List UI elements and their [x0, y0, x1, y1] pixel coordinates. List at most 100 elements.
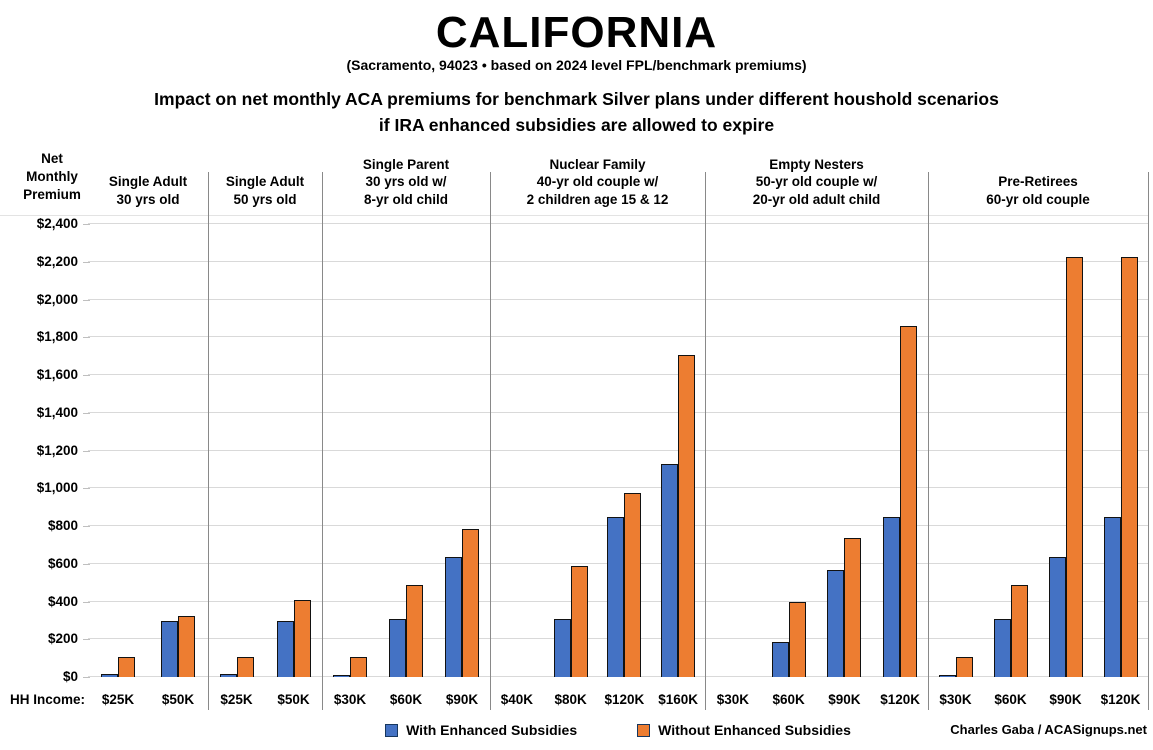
income-tick-label: $80K — [554, 692, 587, 707]
income-tick-label: $30K — [716, 692, 750, 707]
bar-group — [705, 217, 928, 677]
y-axis-title: Net Monthly Premium — [23, 151, 81, 202]
bar-without-enhanced-subsidies — [624, 492, 642, 677]
income-tick-label: $90K — [445, 692, 479, 707]
group-header: Single Adult 30 yrs old — [108, 174, 188, 207]
bar-with-enhanced-subsidies — [607, 516, 625, 677]
bar-group — [928, 217, 1148, 677]
bar-group — [88, 217, 208, 677]
y-axis-tick-mark — [83, 639, 90, 641]
income-tick-label: $25K — [101, 692, 135, 707]
legend-label: With Enhanced Subsidies — [406, 722, 578, 738]
bar-without-enhanced-subsidies — [678, 355, 696, 677]
credit: Charles Gaba / ACASignups.net — [950, 722, 1147, 737]
bar-group — [490, 217, 705, 677]
income-tick-label: $90K — [1049, 692, 1082, 707]
bar-without-enhanced-subsidies — [900, 325, 918, 677]
y-axis-tick-label: $400 — [47, 593, 78, 609]
y-axis-tick-mark — [83, 601, 90, 603]
income-tick-label: $60K — [389, 692, 423, 707]
gridline — [88, 374, 1148, 375]
chart-subtitle: Impact on net monthly ACA premiums for b… — [0, 86, 1153, 138]
income-slot — [265, 217, 322, 677]
gridline — [88, 223, 1148, 224]
income-tick-label: $120K — [1100, 692, 1141, 707]
bar-without-enhanced-subsidies — [462, 528, 479, 677]
income-slot — [598, 217, 652, 677]
chart-title: CALIFORNIA — [435, 8, 718, 57]
bar-without-enhanced-subsidies — [1065, 257, 1083, 677]
income-tick-label: $50K — [161, 692, 195, 707]
y-axis-tick-label: $2,400 — [36, 216, 78, 231]
bar-without-enhanced-subsidies — [118, 657, 135, 677]
gridline — [88, 487, 1148, 489]
group-separator — [928, 172, 929, 710]
y-axis-tick-mark — [83, 677, 90, 678]
subtitle-line-2: if IRA enhanced subsidies are allowed to… — [378, 115, 775, 135]
y-axis-tick-label: $800 — [47, 518, 78, 533]
bar-without-enhanced-subsidies — [350, 657, 367, 677]
bar-with-enhanced-subsidies — [938, 675, 956, 677]
y-axis-tick-mark — [83, 488, 90, 490]
bar-without-enhanced-subsidies — [955, 657, 973, 677]
hh-income-label: HH Income: — [9, 692, 85, 707]
group-separator — [705, 172, 706, 710]
income-slot — [1038, 217, 1093, 677]
bar-with-enhanced-subsidies — [553, 618, 571, 677]
y-axis-tick-label: $2,000 — [36, 291, 78, 307]
income-slot — [872, 217, 928, 677]
bar-with-enhanced-subsidies — [883, 516, 901, 677]
income-slot — [705, 217, 761, 677]
income-slot — [544, 217, 598, 677]
income-tick-label: $30K — [333, 692, 367, 707]
gridline — [88, 336, 1148, 338]
y-axis-tick-mark — [83, 261, 90, 263]
group-header: Pre-Retirees 60-yr old couple — [986, 174, 1090, 207]
y-axis-tick-label: $1,200 — [36, 442, 78, 458]
y-axis-tick-mark — [83, 412, 90, 414]
legend: With Enhanced Subsidies Without Enhanced … — [88, 719, 1148, 741]
income-tick-label: $30K — [939, 692, 972, 707]
y-axis-tick-label: $1,800 — [36, 329, 78, 345]
group-header: Empty Nesters 50-yr old couple w/ 20-yr … — [752, 156, 881, 207]
y-axis-tick-mark — [83, 563, 90, 565]
group-header: Single Parent 30 yrs old w/ 8-yr old chi… — [362, 156, 450, 207]
income-slot — [148, 217, 208, 677]
y-axis-tick-mark — [83, 224, 90, 225]
y-axis-tick-mark — [83, 526, 90, 527]
group-header: Single Adult 50 yrs old — [225, 174, 305, 207]
bar-group — [322, 217, 490, 677]
bar-with-enhanced-subsidies — [333, 675, 350, 677]
y-axis-tick-label: $200 — [47, 631, 78, 647]
bar-without-enhanced-subsidies — [406, 584, 423, 677]
income-slot — [88, 217, 148, 677]
y-axis-tick-mark — [83, 299, 90, 301]
gridline — [88, 260, 1148, 262]
income-tick-label: $120K — [880, 692, 921, 707]
y-axis-tick-label: $1,000 — [36, 480, 78, 496]
y-axis-tick-label: $0 — [62, 669, 78, 684]
bar-without-enhanced-subsidies — [1010, 584, 1028, 677]
bar-without-enhanced-subsidies — [570, 565, 588, 677]
group-separator — [208, 172, 209, 710]
y-axis-tick-mark — [83, 375, 90, 376]
bar-with-enhanced-subsidies — [276, 621, 294, 677]
y-axis-tick-mark — [83, 450, 90, 452]
income-tick-label: $25K — [220, 692, 253, 707]
gridline — [88, 449, 1148, 451]
bar-with-enhanced-subsidies — [771, 642, 789, 677]
bar-with-enhanced-subsidies — [661, 463, 679, 677]
income-slot — [1093, 217, 1148, 677]
y-axis-tick-label: $2,200 — [36, 253, 78, 269]
bar-with-enhanced-subsidies — [1103, 516, 1121, 677]
bar-without-enhanced-subsidies — [788, 601, 806, 677]
income-slot — [208, 217, 265, 677]
income-slot — [322, 217, 378, 677]
bar-with-enhanced-subsidies — [993, 619, 1011, 677]
legend-item: Without Enhanced Subsidies — [637, 722, 851, 738]
income-slot — [490, 217, 544, 677]
income-slot — [378, 217, 434, 677]
legend-swatch-with-enhanced — [385, 723, 399, 737]
income-tick-label: $90K — [828, 692, 861, 707]
